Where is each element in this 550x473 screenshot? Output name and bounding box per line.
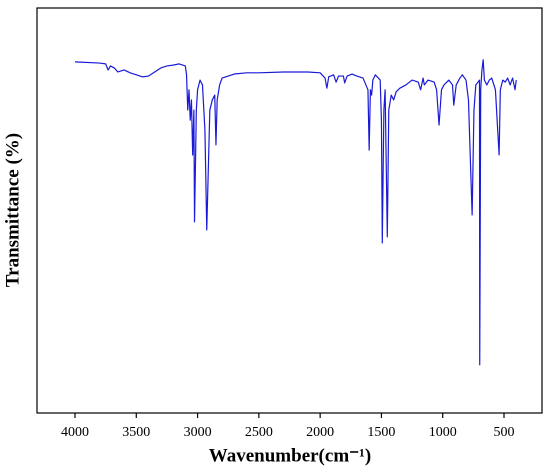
x-tick-label: 1000 [429, 425, 457, 440]
x-tick-label: 4000 [61, 425, 89, 440]
plot-frame [36, 7, 543, 414]
y-axis-label: Transmittance (%) [2, 133, 23, 287]
x-tick-label: 2000 [306, 425, 334, 440]
spectrum-line [74, 59, 517, 366]
x-tick-label: 500 [494, 425, 515, 440]
x-tick-label: 1500 [367, 425, 395, 440]
x-tick-label: 2500 [245, 425, 273, 440]
x-tick-label: 3500 [122, 425, 150, 440]
x-tick-label: 3000 [184, 425, 212, 440]
x-axis-label: Wavenumber(cm⁻¹) [209, 445, 371, 466]
